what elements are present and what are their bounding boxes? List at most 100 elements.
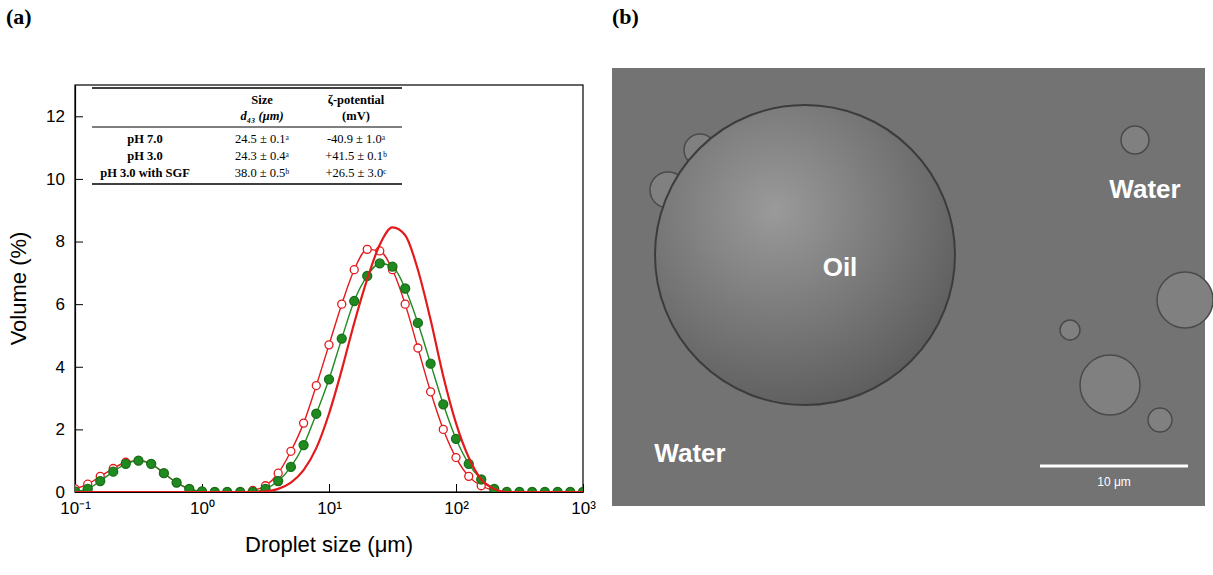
image-label: Oil (823, 252, 858, 282)
table-header: ζ-potential (328, 93, 385, 107)
y-tick: 6 (56, 295, 83, 314)
image-label: Water (654, 438, 725, 468)
table-header: (mV) (342, 109, 370, 123)
x-axis-line (76, 492, 584, 493)
marker (427, 388, 435, 396)
marker (300, 419, 308, 427)
y-tick-label: 6 (56, 295, 65, 314)
marker (299, 441, 308, 450)
series (75, 259, 583, 492)
marker (439, 400, 448, 409)
y-axis-line (75, 86, 76, 493)
marker (312, 382, 320, 390)
y-tick: 8 (56, 232, 83, 251)
table-cell: -40.9 ± 1.0ᵃ (327, 132, 386, 146)
marker (338, 300, 346, 308)
series-line (75, 227, 583, 492)
marker (363, 245, 371, 253)
marker (185, 484, 194, 492)
table-rule (92, 127, 402, 128)
table-rule (92, 183, 402, 185)
scale-bar (1040, 465, 1188, 468)
x-tick-mark (329, 484, 330, 492)
series-line (75, 263, 583, 492)
table-cell: +41.5 ± 0.1ᵇ (325, 149, 387, 163)
marker (287, 447, 295, 455)
x-tick: 10² (444, 484, 469, 518)
y-tick-label: 10 (46, 170, 65, 189)
marker (147, 460, 155, 468)
marker (375, 259, 384, 268)
y-tick-mark (75, 429, 83, 430)
y-tick-mark (75, 242, 83, 243)
x-tick: 10¹ (317, 484, 342, 518)
series-line (75, 249, 583, 492)
marker (286, 462, 295, 471)
y-tick-label: 0 (56, 483, 65, 502)
y-tick-label: 2 (56, 420, 65, 439)
marker (96, 477, 105, 486)
table-row-label: pH 7.0 (127, 132, 162, 146)
y-tick: 10 (46, 170, 83, 189)
marker (325, 341, 333, 349)
marker (160, 469, 168, 477)
marker (465, 472, 473, 480)
table-cell: 24.3 ± 0.4ᵃ (235, 149, 290, 163)
marker (426, 359, 435, 368)
plot-frame (75, 85, 583, 492)
y-tick-mark (75, 367, 83, 368)
micrograph: OilWaterWater10 μm (612, 68, 1213, 506)
x-axis-title: Droplet size (μm) (245, 532, 413, 557)
small-droplet (1157, 272, 1213, 328)
small-droplet (1060, 320, 1080, 340)
x-tick-label: 10¹ (317, 499, 342, 518)
marker (83, 484, 92, 492)
marker (350, 297, 359, 306)
table-header: Size (251, 93, 273, 107)
y-axis-title: Volume (%) (6, 232, 31, 346)
y-tick: 0 (56, 483, 83, 502)
micrograph-background (612, 68, 1205, 506)
table-cell: +26.5 ± 3.0ᶜ (326, 166, 387, 180)
y-tick: 2 (56, 420, 83, 439)
marker (274, 477, 283, 486)
small-droplet (1121, 126, 1149, 154)
marker (134, 456, 143, 465)
marker (350, 266, 358, 274)
table-row-label: pH 3.0 (127, 149, 162, 163)
marker (134, 457, 142, 465)
y-tick: 4 (56, 358, 83, 377)
marker (414, 344, 422, 352)
y-tick-mark (75, 304, 83, 305)
y-tick: 12 (46, 107, 83, 126)
series (75, 245, 583, 492)
marker (388, 262, 397, 271)
y-tick-mark (75, 116, 83, 117)
marker (325, 375, 334, 384)
marker (439, 425, 447, 433)
image-label: Water (1109, 174, 1180, 204)
marker (121, 459, 130, 468)
panel-label: (b) (612, 4, 639, 29)
inset-table: Sized₄₃ (μm)ζ-potential(mV)pH 7.024.5 ± … (92, 88, 402, 184)
x-tick-mark (456, 484, 457, 492)
table-row-label: pH 3.0 with SGF (100, 166, 190, 180)
y-axis: 0 2 4 6 8 10 12 (46, 86, 83, 502)
x-tick: 10³ (571, 484, 596, 518)
x-tick-label: 10⁰ (190, 499, 215, 518)
marker (337, 334, 346, 343)
marker (312, 409, 321, 418)
x-tick-label: 10³ (571, 499, 596, 518)
marker (159, 469, 168, 478)
table-cell: 38.0 ± 0.5ᵇ (235, 166, 290, 180)
y-tick-label: 8 (56, 232, 65, 251)
x-tick-label: 10² (444, 499, 469, 518)
panel-label: (a) (6, 4, 32, 29)
y-tick-label: 4 (56, 358, 65, 377)
x-axis: 10⁻¹10⁰10¹10²10³ (60, 484, 596, 518)
plot-area (75, 227, 583, 492)
series (75, 227, 583, 492)
y-tick-label: 12 (46, 107, 65, 126)
table-rule (92, 87, 402, 89)
x-tick-mark (583, 484, 584, 492)
